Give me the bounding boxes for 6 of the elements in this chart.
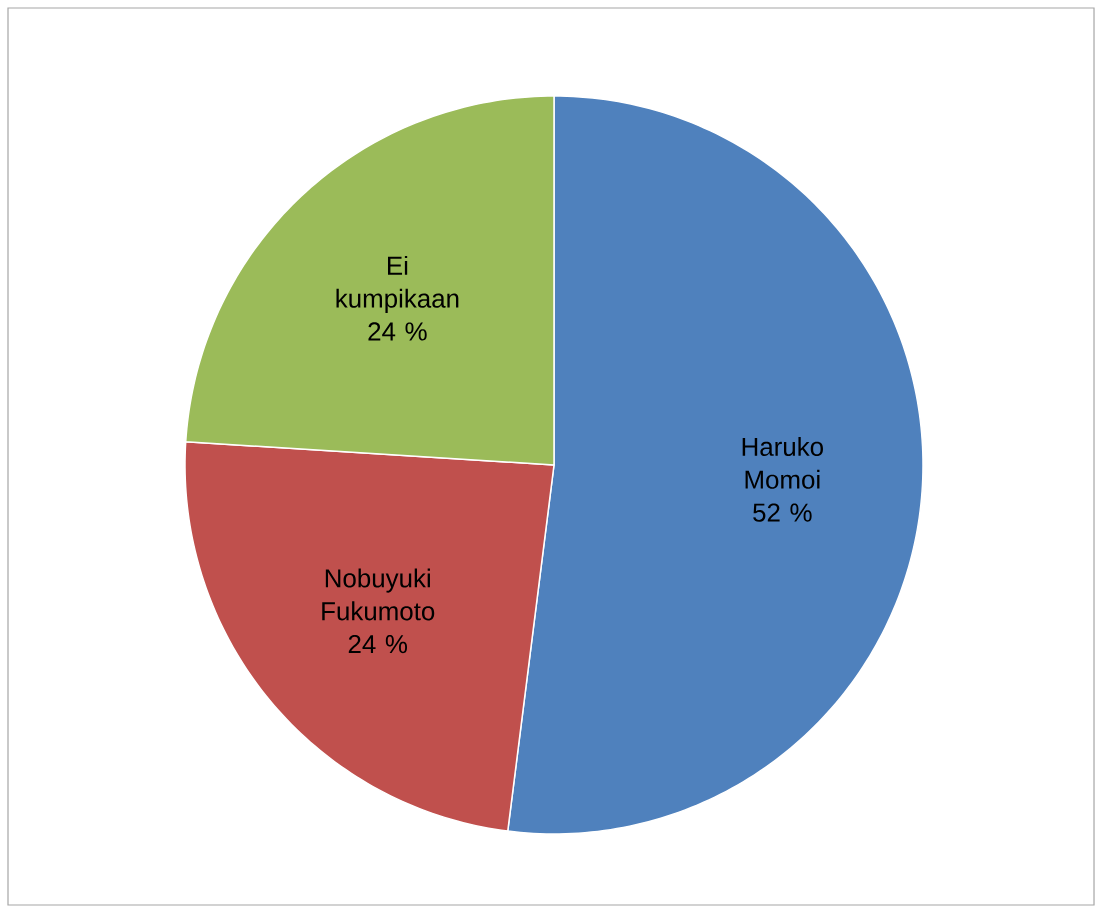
slice-label: Ei kumpikaan: [336, 255, 459, 313]
data-label: 24 %: [368, 322, 427, 341]
slice-label: Nobuyuki Fukumoto: [322, 568, 435, 621]
data-label: 24 %: [348, 634, 408, 654]
data-label: 52 %: [753, 503, 812, 522]
slice-label: Haruko Momoi: [742, 436, 823, 489]
